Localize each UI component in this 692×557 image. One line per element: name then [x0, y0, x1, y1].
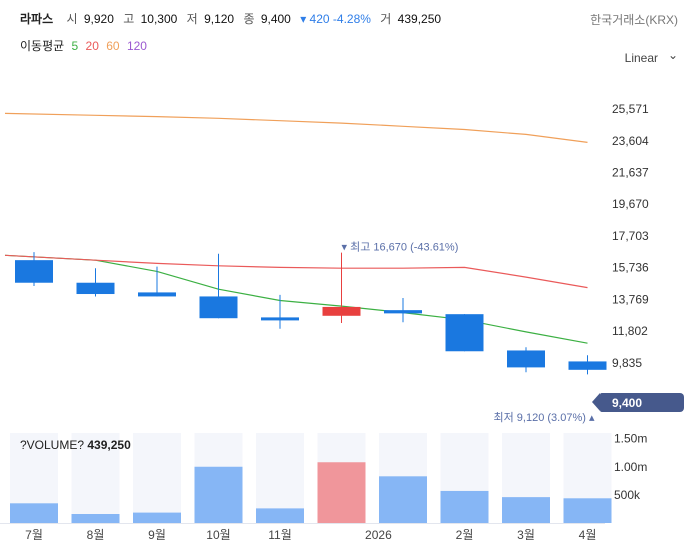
x-axis-label: 3월 — [517, 528, 535, 542]
price-tick-label: 17,703 — [612, 229, 649, 243]
candle-body[interactable] — [15, 260, 53, 283]
high-value: 10,300 — [140, 12, 178, 26]
ma-line-20 — [4, 254, 588, 289]
low-annotation: 최저 9,120 (3.07%) ▴ — [494, 411, 595, 424]
x-axis-label: 2026 — [365, 528, 392, 542]
x-axis-label: 8월 — [87, 528, 105, 542]
volume-label-value: 439,250 — [87, 438, 131, 452]
current-price-tag: 9,400 — [592, 393, 684, 412]
volume-bar[interactable] — [379, 476, 427, 523]
candle-body[interactable] — [261, 317, 299, 321]
ma-period-20: 20 — [85, 39, 99, 53]
volume-bar[interactable] — [71, 514, 120, 523]
volume-bar[interactable] — [194, 466, 243, 523]
candle-body[interactable] — [568, 361, 607, 370]
price-tick-label: 13,769 — [612, 292, 649, 306]
volume-label: 거 — [380, 12, 392, 26]
volume-bar[interactable] — [317, 462, 366, 523]
candle-body[interactable] — [507, 350, 545, 368]
volume-column-bg — [256, 433, 304, 523]
high-label: 고 — [123, 12, 135, 26]
volume-bar[interactable] — [502, 497, 550, 523]
close-value: 9,400 — [260, 12, 291, 26]
price-tick-label: 9,835 — [612, 356, 642, 370]
price-tick-label: 25,571 — [612, 102, 649, 116]
ohlc-row: 라파스 시 9,920 고 10,300 저 9,120 종 9,400 ▾ 4… — [20, 10, 447, 27]
change-value: ▾ 420 -4.28% — [300, 12, 371, 26]
volume-tick-label: 1.00m — [614, 460, 647, 474]
volume-column-bg — [133, 433, 181, 523]
moving-average-legend[interactable]: 이동평균 5 20 60 120 — [20, 37, 151, 54]
volume-label: ?VOLUME? 439,250 — [20, 438, 131, 452]
current-price-value: 9,400 — [612, 396, 643, 410]
open-value: 9,920 — [83, 12, 114, 26]
candle-body[interactable] — [384, 310, 422, 314]
quote-header: 라파스 시 9,920 고 10,300 저 9,120 종 9,400 ▾ 4… — [0, 0, 692, 34]
x-axis-label: 4월 — [579, 528, 597, 542]
ma-line-5 — [4, 254, 588, 344]
volume-tick-label: 1.50m — [614, 432, 647, 446]
volume-bar[interactable] — [440, 490, 489, 523]
price-tick-label: 19,670 — [612, 197, 649, 211]
ma-period-60: 60 — [106, 39, 120, 53]
candle-body[interactable] — [445, 314, 484, 352]
candle-body[interactable] — [322, 306, 361, 316]
price-tick-label: 11,802 — [612, 324, 648, 338]
ma-line-60 — [4, 112, 588, 143]
price-tick-label: 21,637 — [612, 165, 649, 179]
close-label: 종 — [243, 12, 255, 26]
ma-period-120: 120 — [126, 39, 147, 53]
high-annotation: ▾ 최고 16,670 (-43.61%) — [342, 241, 459, 254]
ma-label: 이동평균 — [20, 39, 65, 53]
volume-bar[interactable] — [256, 508, 304, 523]
x-axis-label: 11월 — [268, 528, 292, 542]
volume-bar[interactable] — [133, 512, 181, 523]
low-value: 9,120 — [204, 12, 235, 26]
price-tick-label: 23,604 — [612, 134, 649, 148]
candle-body[interactable] — [76, 282, 115, 295]
open-label: 시 — [66, 12, 78, 26]
chevron-down-icon[interactable]: ⌄ — [667, 48, 678, 62]
candle-body[interactable] — [138, 292, 176, 297]
x-axis-label: 10월 — [206, 528, 230, 542]
exchange-name: 한국거래소(KRX) — [590, 13, 678, 27]
volume-bar[interactable] — [10, 503, 58, 523]
ma-period-5: 5 — [71, 39, 79, 53]
low-label: 저 — [186, 12, 198, 26]
volume-value: 439,250 — [397, 12, 442, 26]
symbol-name[interactable]: 라파스 — [20, 12, 54, 26]
x-axis-label: 9월 — [148, 528, 166, 542]
price-tick-label: 15,736 — [612, 261, 649, 275]
x-axis-label: 7월 — [25, 528, 43, 542]
volume-tick-label: 500k — [614, 488, 641, 502]
candle-body[interactable] — [199, 296, 238, 319]
volume-bar[interactable] — [563, 498, 612, 523]
scale-mode-select[interactable]: Linear — [624, 51, 658, 65]
volume-column-bg — [71, 433, 120, 523]
x-axis-label: 2월 — [456, 528, 474, 542]
